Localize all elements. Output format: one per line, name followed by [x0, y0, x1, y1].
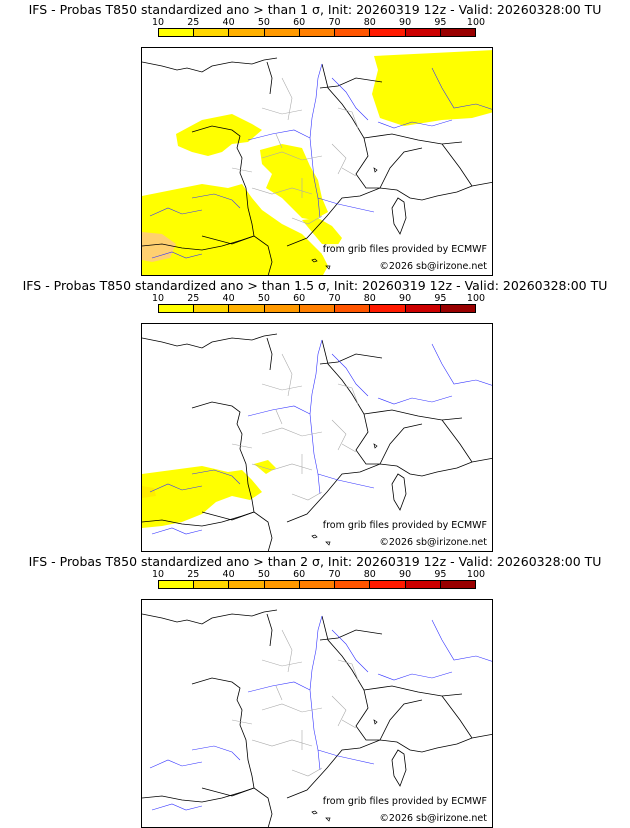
scale-segment [299, 581, 336, 588]
scale-label: 70 [328, 569, 341, 580]
scale-segment [264, 581, 300, 588]
scale-labels: 10 25 40 50 60 70 80 90 95 100 [152, 17, 485, 29]
data-source-credit: from grib files provided by ECMWF [321, 796, 488, 807]
scale-label: 40 [222, 17, 235, 28]
scale-label: 95 [434, 569, 447, 580]
scale-label: 10 [151, 17, 165, 28]
data-source-credit: from grib files provided by ECMWF [321, 520, 488, 531]
probability-map: from grib files provided by ECMWF ©2026 … [141, 47, 493, 276]
scale-label: 25 [187, 17, 200, 28]
color-scale-bar [158, 580, 476, 589]
scale-segment [299, 29, 336, 36]
scale-label: 25 [187, 569, 200, 580]
scale-segment [229, 29, 265, 36]
probability-area [372, 50, 492, 126]
scale-label: 70 [328, 293, 341, 304]
scale-segment [370, 581, 406, 588]
scale-label: 90 [399, 293, 412, 304]
scale-segment [194, 305, 230, 312]
scale-label: 50 [257, 293, 270, 304]
scale-label: 25 [187, 293, 200, 304]
probability-map: from grib files provided by ECMWF ©2026 … [141, 323, 493, 552]
scale-label: 100 [466, 569, 486, 580]
map-panel-3: IFS - Probas T850 standardized ano > tha… [0, 552, 630, 828]
scale-segment [440, 29, 475, 36]
panel-title: IFS - Probas T850 standardized ano > tha… [22, 278, 608, 293]
scale-label: 60 [293, 569, 306, 580]
scale-segment [299, 305, 336, 312]
scale-segment [335, 305, 371, 312]
scale-label: 60 [293, 17, 306, 28]
probability-area [142, 486, 156, 498]
copyright-credit: ©2026 sb@irizone.net [378, 261, 488, 272]
scale-segment [335, 29, 371, 36]
scale-label: 90 [399, 17, 412, 28]
scale-segment [229, 581, 265, 588]
color-scale-bar [158, 304, 476, 313]
scale-label: 80 [363, 17, 376, 28]
scale-label: 95 [434, 17, 447, 28]
scale-label: 60 [293, 293, 306, 304]
probability-area [176, 114, 262, 156]
scale-label: 40 [222, 293, 235, 304]
scale-label: 80 [363, 569, 376, 580]
scale-segment [159, 305, 195, 312]
panel-title: IFS - Probas T850 standardized ano > tha… [28, 2, 602, 17]
probability-area [142, 466, 262, 528]
scale-segment [405, 29, 441, 36]
scale-segment [264, 29, 300, 36]
scale-segment [370, 305, 406, 312]
panel-title: IFS - Probas T850 standardized ano > tha… [28, 554, 602, 569]
color-scale-bar [158, 28, 476, 37]
scale-segment [159, 29, 195, 36]
scale-label: 100 [466, 293, 486, 304]
scale-label: 90 [399, 569, 412, 580]
scale-label: 80 [363, 293, 376, 304]
scale-label: 50 [257, 17, 270, 28]
probability-area [254, 460, 276, 474]
data-source-credit: from grib files provided by ECMWF [321, 244, 488, 255]
probability-area [260, 144, 328, 220]
map-panel-1: IFS - Probas T850 standardized ano > tha… [0, 0, 630, 276]
probability-area [302, 218, 342, 248]
scale-label: 10 [151, 569, 165, 580]
map-panel-2: IFS - Probas T850 standardized ano > tha… [0, 276, 630, 552]
scale-label: 95 [434, 293, 447, 304]
scale-segment [405, 581, 441, 588]
probability-area [142, 184, 328, 275]
scale-label: 70 [328, 17, 341, 28]
scale-segment [440, 305, 475, 312]
copyright-credit: ©2026 sb@irizone.net [378, 813, 488, 824]
scale-label: 40 [222, 569, 235, 580]
scale-label: 10 [151, 293, 165, 304]
scale-segment [194, 581, 230, 588]
scale-segment [159, 581, 195, 588]
scale-labels: 10 25 40 50 60 70 80 90 95 100 [152, 293, 485, 305]
scale-labels: 10 25 40 50 60 70 80 90 95 100 [152, 569, 485, 581]
scale-segment [229, 305, 265, 312]
scale-segment [264, 305, 300, 312]
probability-area [142, 232, 176, 262]
scale-label: 100 [466, 17, 486, 28]
scale-segment [194, 29, 230, 36]
scale-segment [440, 581, 475, 588]
probability-map: from grib files provided by ECMWF ©2026 … [141, 599, 493, 828]
scale-segment [405, 305, 441, 312]
scale-segment [370, 29, 406, 36]
scale-label: 50 [257, 569, 270, 580]
copyright-credit: ©2026 sb@irizone.net [378, 537, 488, 548]
scale-segment [335, 581, 371, 588]
